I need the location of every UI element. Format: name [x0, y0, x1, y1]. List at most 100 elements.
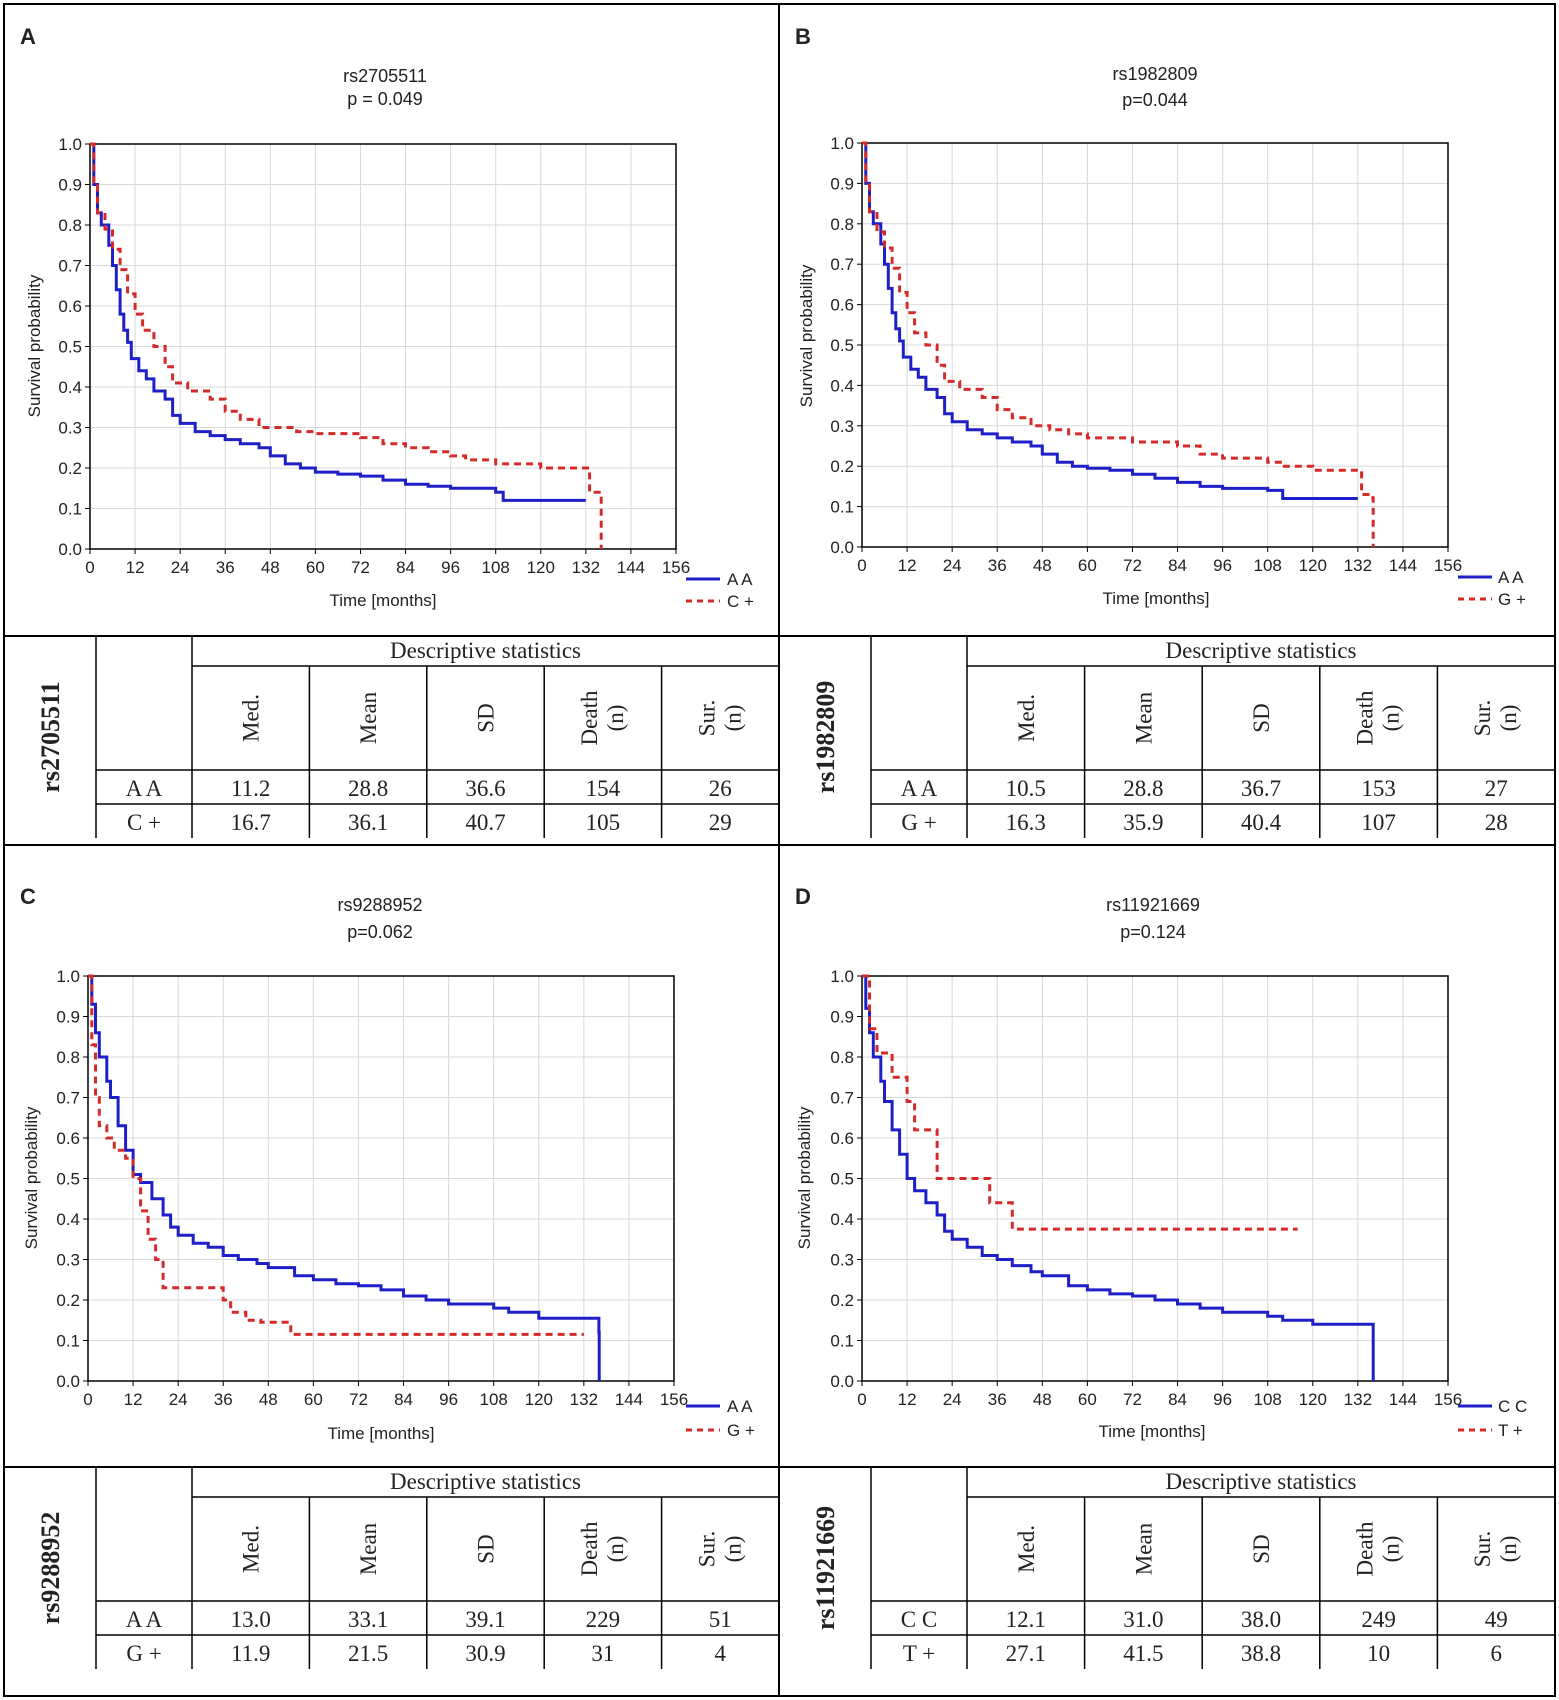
table-cell: 41.5 — [1123, 1641, 1163, 1666]
x-tick-label: 156 — [660, 1390, 688, 1409]
column-header-line: (n) — [1379, 705, 1404, 732]
x-axis-label: Time [months] — [1102, 589, 1209, 608]
x-axis-label: Time [months] — [327, 1424, 434, 1443]
legend-label-series-b: G + — [1498, 590, 1526, 609]
table-group-label: T + — [903, 1641, 935, 1666]
column-header-line: Sur. — [694, 1531, 719, 1567]
legend-label-series-b: T + — [1498, 1421, 1523, 1440]
table-column-header: SD — [1249, 1534, 1274, 1563]
table-column-header: Med. — [1014, 1525, 1039, 1573]
table-cell: 11.9 — [231, 1641, 270, 1666]
x-tick-label: 12 — [898, 1390, 917, 1409]
x-tick-label: 0 — [83, 1390, 92, 1409]
y-tick-label: 0.9 — [830, 1008, 854, 1027]
table-header: Descriptive statistics — [390, 1469, 581, 1494]
x-tick-label: 24 — [171, 558, 190, 577]
table-cell: 49 — [1485, 1607, 1508, 1632]
x-tick-label: 132 — [572, 558, 600, 577]
x-tick-label: 156 — [1434, 556, 1462, 575]
x-tick-label: 0 — [857, 1390, 866, 1409]
table-column-header: Mean — [356, 691, 381, 744]
table-column-header: Death(n) — [577, 1521, 628, 1576]
column-header-line: Mean — [356, 1522, 381, 1575]
table-header: Descriptive statistics — [1166, 1469, 1357, 1494]
table-snp-label: rs11921669 — [811, 1506, 840, 1630]
y-tick-label: 1.0 — [56, 967, 80, 986]
x-tick-label: 108 — [1254, 1390, 1282, 1409]
x-tick-label: 120 — [1299, 1390, 1327, 1409]
survival-plot: 0 12 24 36 48 60 72 84 96 108 120 132 144 156 0.0 0.1 0.… — [56, 967, 688, 1409]
y-tick-label: 0.3 — [58, 419, 82, 438]
y-tick-label: 0.1 — [58, 500, 82, 519]
x-tick-label: 144 — [1389, 1390, 1417, 1409]
x-tick-label: 144 — [1389, 556, 1417, 575]
table-column-header: SD — [1249, 703, 1274, 732]
table-column-header: Mean — [1131, 691, 1156, 744]
y-tick-label: 0.3 — [830, 1251, 854, 1270]
table-column-header: Mean — [356, 1522, 381, 1575]
y-tick-label: 0.3 — [56, 1251, 80, 1270]
table-column-header: Death(n) — [577, 690, 628, 745]
y-tick-label: 0.5 — [56, 1170, 80, 1189]
column-header-line: SD — [1249, 1534, 1274, 1563]
legend-label-series-a: C C — [1498, 1397, 1527, 1416]
table-cell: 107 — [1361, 810, 1396, 835]
column-header-line: Death — [577, 690, 602, 745]
table-cell: 38.0 — [1241, 1607, 1281, 1632]
table-snp-label: rs2705511 — [36, 681, 65, 792]
chart-subtitle: p=0.062 — [347, 922, 413, 942]
y-tick-label: 0.0 — [58, 540, 82, 559]
x-tick-label: 96 — [1213, 556, 1232, 575]
y-tick-label: 0.9 — [56, 1008, 80, 1027]
table-cell: 21.5 — [348, 1641, 388, 1666]
x-tick-label: 72 — [1123, 1390, 1142, 1409]
x-tick-label: 144 — [617, 558, 645, 577]
y-tick-label: 1.0 — [58, 135, 82, 154]
chart-subtitle: p=0.124 — [1120, 922, 1186, 942]
table-cell: 16.3 — [1006, 810, 1046, 835]
survival-curve-a-a — [90, 142, 586, 502]
table-group-label: A A — [126, 1607, 163, 1632]
chart-title: rs1982809 — [1112, 64, 1197, 84]
y-tick-label: 0.7 — [58, 257, 82, 276]
table-cell: 33.1 — [348, 1607, 388, 1632]
panel-letter: C — [20, 884, 36, 909]
y-tick-label: 0.1 — [830, 1332, 854, 1351]
y-axis-label: Survival probability — [25, 274, 44, 417]
y-tick-label: 0.0 — [56, 1372, 80, 1391]
table-cell: 36.7 — [1241, 776, 1281, 801]
x-tick-label: 60 — [1078, 1390, 1097, 1409]
table-cell: 31 — [591, 1641, 614, 1666]
table-cell: 105 — [586, 810, 621, 835]
table-cell: 26 — [709, 776, 732, 801]
table-cell: 4 — [715, 1641, 727, 1666]
x-tick-label: 108 — [1254, 556, 1282, 575]
x-tick-label: 96 — [1213, 1390, 1232, 1409]
table-cell: 153 — [1361, 776, 1396, 801]
table-column-header: SD — [474, 1534, 499, 1563]
table-column-header: Sur.(n) — [1470, 700, 1521, 736]
table-cell: 40.7 — [465, 810, 505, 835]
x-tick-label: 24 — [169, 1390, 188, 1409]
table-group-label: A A — [901, 776, 938, 801]
survival-curve-t — [862, 974, 1298, 1231]
panel-letter: B — [795, 24, 811, 49]
x-tick-label: 144 — [615, 1390, 643, 1409]
x-axis-label: Time [months] — [329, 591, 436, 610]
y-tick-label: 0.4 — [56, 1210, 80, 1229]
y-tick-label: 0.6 — [830, 296, 854, 315]
x-tick-label: 60 — [306, 558, 325, 577]
table-cell: 39.1 — [465, 1607, 505, 1632]
chart-title: rs9288952 — [337, 895, 422, 915]
table-cell: 10 — [1367, 1641, 1390, 1666]
y-tick-label: 0.8 — [56, 1048, 80, 1067]
table-column-header: Death(n) — [1353, 1521, 1404, 1576]
survival-curve-g — [862, 141, 1375, 547]
table-group-label: C + — [127, 810, 161, 835]
survival-curve-c-c — [862, 974, 1375, 1381]
column-header-line: (n) — [720, 1536, 745, 1563]
column-header-line: Mean — [1131, 691, 1156, 744]
y-axis-label: Survival probability — [795, 1106, 814, 1249]
table-cell: 13.0 — [231, 1607, 271, 1632]
table-cell: 249 — [1361, 1607, 1396, 1632]
